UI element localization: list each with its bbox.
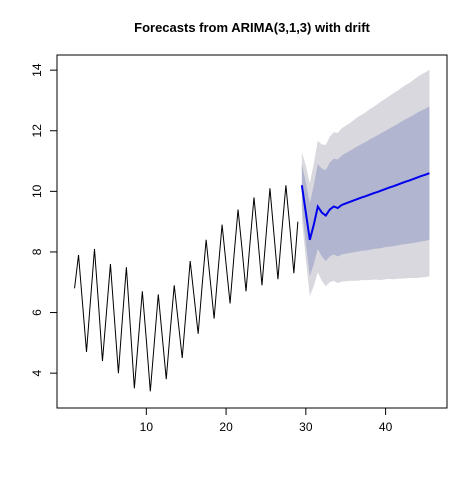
y-tick-label: 8 [30, 248, 44, 255]
x-tick-label: 30 [299, 420, 313, 434]
y-tick-label: 4 [30, 369, 44, 376]
history-line [74, 185, 299, 392]
x-tick-label: 10 [140, 420, 154, 434]
x-tick-label: 40 [379, 420, 393, 434]
band-80 [301, 106, 430, 277]
x-tick-label: 20 [219, 420, 233, 434]
chart-title: Forecasts from ARIMA(3,1,3) with drift [134, 20, 370, 35]
y-tick-label: 6 [30, 309, 44, 316]
y-tick-label: 10 [30, 184, 44, 198]
y-tick-label: 12 [30, 124, 44, 138]
y-tick-label: 14 [30, 63, 44, 77]
forecast-line [300, 172, 430, 241]
